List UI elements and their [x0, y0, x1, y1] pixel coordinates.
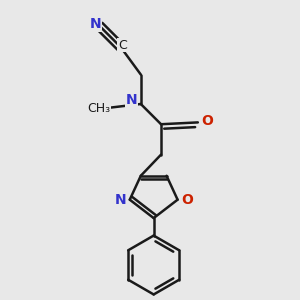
Text: N: N [115, 193, 126, 207]
Text: C: C [118, 39, 127, 52]
Text: N: N [90, 17, 101, 31]
Text: O: O [181, 193, 193, 207]
Text: N: N [126, 93, 137, 107]
Text: CH₃: CH₃ [87, 102, 110, 115]
Text: O: O [201, 114, 213, 128]
